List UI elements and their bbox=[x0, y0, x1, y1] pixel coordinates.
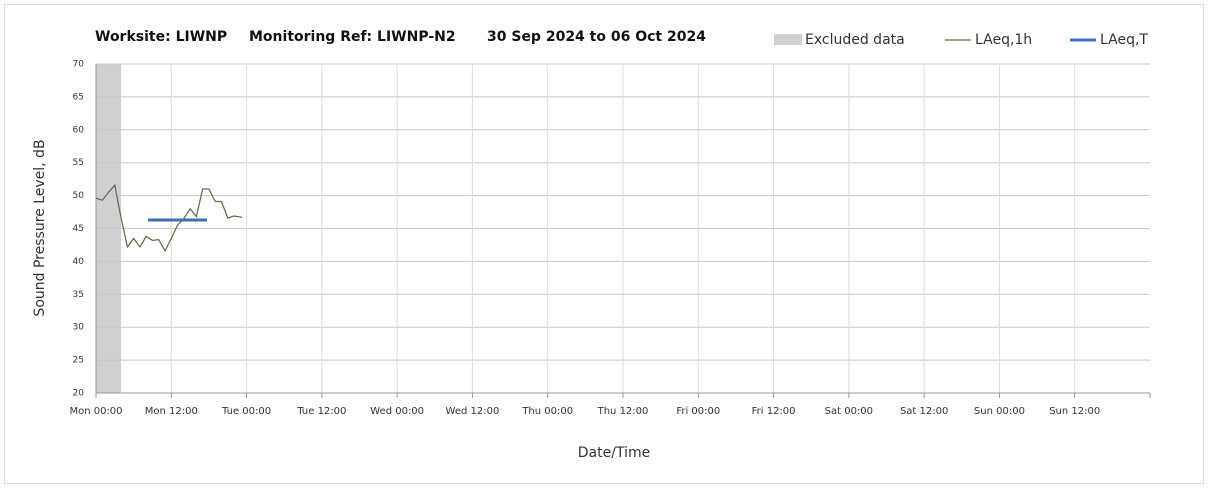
y-tick-label: 45 bbox=[73, 224, 84, 234]
x-tick-label: Sat 00:00 bbox=[825, 406, 873, 417]
x-tick-label: Mon 12:00 bbox=[145, 406, 198, 417]
legend-swatch bbox=[774, 34, 802, 45]
frame bbox=[4, 4, 1204, 484]
chart-title: 30 Sep 2024 to 06 Oct 2024 bbox=[487, 29, 706, 45]
x-tick-label: Tue 00:00 bbox=[221, 406, 271, 417]
chart-title: Monitoring Ref: LIWNP-N2 bbox=[249, 29, 456, 45]
y-tick-label: 30 bbox=[73, 323, 85, 333]
y-tick-label: 50 bbox=[73, 191, 85, 201]
x-tick-label: Thu 12:00 bbox=[597, 406, 649, 417]
x-tick-label: Mon 00:00 bbox=[69, 406, 122, 417]
legend-label: LAeq,1h bbox=[975, 32, 1032, 48]
x-tick-label: Wed 00:00 bbox=[370, 406, 424, 417]
x-tick-label: Sun 00:00 bbox=[974, 406, 1025, 417]
x-tick-label: Fri 12:00 bbox=[752, 406, 796, 417]
x-tick-label: Sun 12:00 bbox=[1049, 406, 1100, 417]
y-axis-label: Sound Pressure Level, dB bbox=[32, 139, 48, 316]
legend-label: Excluded data bbox=[805, 32, 905, 48]
y-tick-label: 20 bbox=[73, 389, 85, 399]
y-tick-label: 35 bbox=[73, 290, 84, 300]
x-tick-label: Tue 12:00 bbox=[296, 406, 346, 417]
y-tick-label: 70 bbox=[73, 60, 85, 70]
chart-title: Worksite: LIWNP bbox=[95, 29, 227, 45]
x-axis-label: Date/Time bbox=[578, 445, 650, 461]
y-tick-label: 55 bbox=[73, 158, 84, 168]
x-tick-label: Wed 12:00 bbox=[446, 406, 500, 417]
x-tick-label: Fri 00:00 bbox=[676, 406, 720, 417]
y-tick-label: 25 bbox=[73, 356, 84, 366]
legend-label: LAeq,T bbox=[1100, 32, 1148, 48]
x-tick-label: Sat 12:00 bbox=[900, 406, 948, 417]
line bbox=[95, 183, 243, 253]
y-tick-label: 65 bbox=[73, 92, 84, 102]
x-tick-label: Thu 00:00 bbox=[521, 406, 573, 417]
y-tick-label: 40 bbox=[73, 257, 85, 267]
y-tick-label: 60 bbox=[73, 125, 85, 135]
